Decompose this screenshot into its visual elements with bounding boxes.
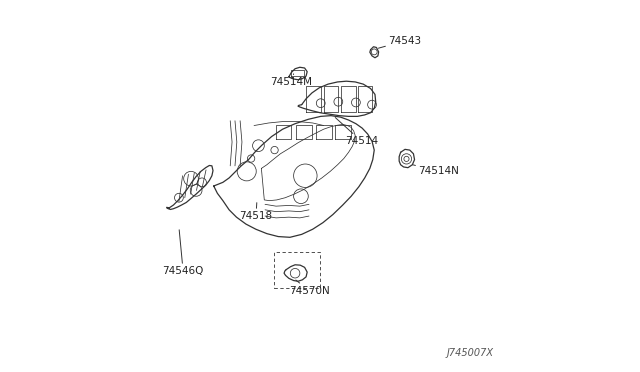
Text: J745007X: J745007X	[447, 348, 494, 358]
Text: 74546Q: 74546Q	[163, 230, 204, 276]
Text: 74543: 74543	[378, 36, 421, 48]
Text: 74570N: 74570N	[289, 280, 330, 296]
Text: 74514N: 74514N	[412, 165, 459, 176]
Text: 74514M: 74514M	[270, 74, 312, 87]
Text: 74518: 74518	[239, 203, 273, 221]
Text: 74514: 74514	[335, 118, 378, 146]
